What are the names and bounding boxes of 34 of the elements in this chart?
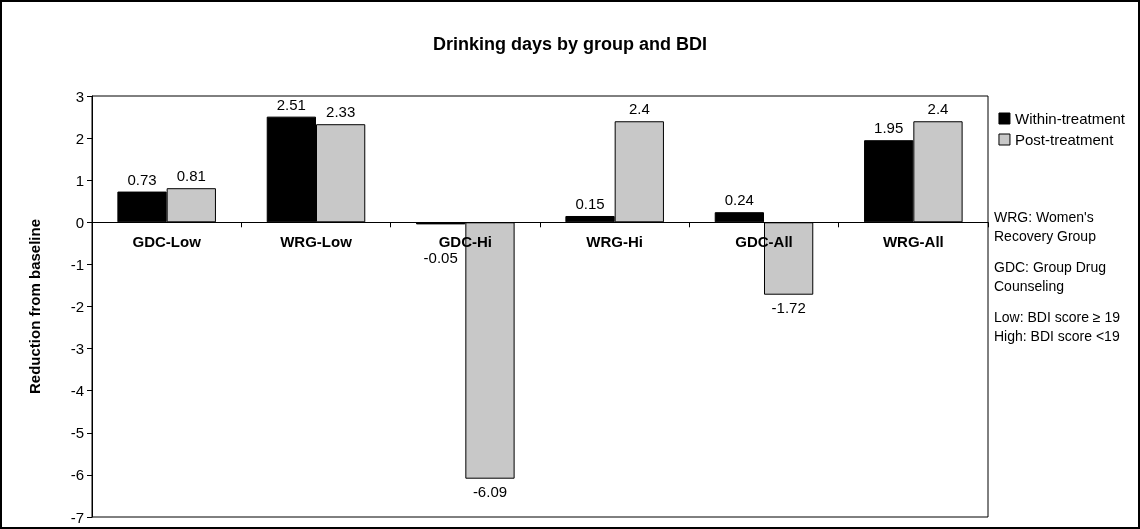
x-tick-label: WRG-All [882, 233, 944, 251]
text: GDC: Group Drug Counseling [994, 258, 1110, 294]
data-label: 2.4 [628, 100, 650, 118]
text: Low: BDI score ≥ 19 High: BDI score <19 [994, 308, 1121, 344]
data-label: 2.51 [276, 95, 306, 113]
data-label: 2.4 [927, 100, 949, 118]
y-tick-label: 1 [75, 171, 84, 189]
y-tick-label: 0 [75, 213, 84, 231]
x-tick-label: WRG-Hi [586, 233, 643, 251]
x-tick-label: WRG-Low [280, 233, 353, 251]
data-label: 0.15 [575, 194, 605, 212]
data-label: 2.33 [326, 103, 356, 121]
text: WRG: Women's Recovery Group [994, 208, 1098, 244]
legend-label: Within-treatment [1014, 110, 1126, 127]
data-label: -6.09 [472, 482, 508, 500]
y-tick-label: -5 [70, 424, 84, 442]
data-label: -1.72 [771, 298, 806, 316]
y-tick-label: -3 [70, 340, 84, 358]
y-axis-title: Reduction from baseline [26, 218, 43, 395]
legend-label: Post-treatment [1014, 131, 1115, 148]
x-tick-label: GDC-Low [132, 233, 202, 251]
y-tick-label: -4 [70, 382, 84, 400]
data-label: 0.24 [724, 191, 754, 209]
y-tick-label: -7 [70, 508, 84, 526]
y-tick-label: -1 [70, 255, 84, 273]
y-tick-label: -6 [70, 466, 84, 484]
chart-title: Drinking days by group and BDI [432, 34, 708, 54]
y-tick-label: 3 [75, 87, 84, 105]
data-label: 1.95 [874, 119, 904, 137]
data-label: 0.81 [176, 167, 206, 185]
y-tick-label: 2 [75, 129, 84, 147]
data-label: 0.73 [127, 170, 157, 188]
data-label: -0.05 [423, 249, 458, 267]
y-tick-label: -2 [70, 298, 84, 315]
